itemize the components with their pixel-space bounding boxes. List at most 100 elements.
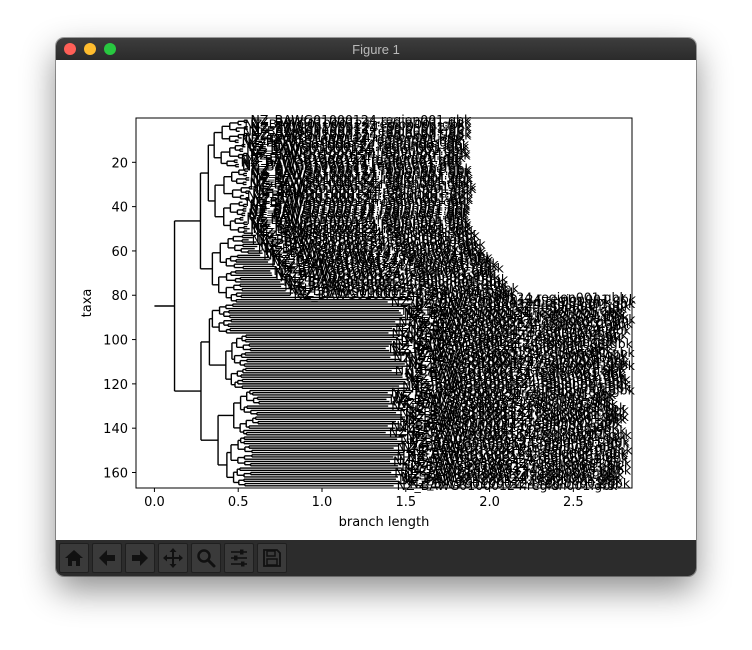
sliders-icon (231, 549, 247, 567)
leaf-label: NZ_BAWG01000124.region001.gbk (391, 294, 612, 309)
home-button[interactable] (59, 543, 89, 573)
move-icon (163, 548, 183, 568)
leaf-label: NZ_BAWG01000124.region001.gbk (406, 411, 627, 426)
arrow-right-icon (132, 550, 148, 566)
leaf-label: NZ_BAWG01000124.region001.gbk (250, 174, 471, 189)
tree-branches (154, 119, 413, 487)
leaf-label: NZ_BAWG01000124.region001.gbk (402, 473, 623, 488)
leaf-label: NZ_BAWG01000124.region001.gbk (409, 354, 630, 369)
configure-subplots-button[interactable] (224, 543, 254, 573)
leaf-label: NZ_BAWG01000124.region001.gbk (250, 165, 471, 180)
leaf-label: NZ_BAWG01000124.region001.gbk (287, 276, 508, 291)
leaf-label: NZ_BAWG01000124.region001.gbk (260, 239, 481, 254)
home-icon (65, 550, 83, 566)
leaf-label: NZ_BAWG01000124.region001.gbk (408, 318, 629, 333)
leaf-label: NZ_BAWG01000124.region001.gbk (251, 216, 472, 231)
leaf-label: NZ_BAWG01000124.region001.gbk (251, 126, 472, 141)
leaf-label: NZ_BAWG01000124.region001.gbk (414, 383, 635, 398)
leaf-label: NZ_BAWG01000124.region001.gbk (412, 336, 633, 351)
leaf-label: NZ_BAWG01000124.region001.gbk (405, 407, 626, 422)
leaf-label: NZ_BAWG01000124.region001.gbk (251, 163, 472, 178)
leaf-label: NZ_BAWG01000124.region001.gbk (250, 219, 471, 234)
leaf-label: NZ_BAWG01000124.region001.gbk (395, 320, 616, 335)
leaf-label: NZ_BAWG01000124.region001.gbk (407, 445, 628, 460)
leaf-label: NZ_BAWG01000124.region001.gbk (399, 414, 620, 429)
leaf-label: NZ_BAWG01000124.region001.gbk (414, 358, 635, 373)
close-window-button[interactable] (64, 43, 76, 55)
leaf-label: NZ_BAWG01000124.region001.gbk (411, 456, 632, 471)
leaf-label: NZ_BAWG01000124.region001.gbk (415, 292, 636, 307)
leaf-label: NZ_BAWG01000124.region001.gbk (404, 305, 625, 320)
y-tick-label: 100 (103, 334, 128, 349)
leaf-label: NZ_BAWG01000124.region001.gbk (273, 252, 494, 267)
leaf-label: NZ_BAWG01000124.region001.gbk (392, 343, 613, 358)
leaf-label: NZ_BAWG01000124.region001.gbk (241, 152, 462, 167)
leaf-label: NZ_BAWG01000124.region001.gbk (250, 196, 471, 211)
forward-button[interactable] (125, 543, 155, 573)
leaf-label: NZ_BAWG01000124.region001.gbk (259, 234, 480, 249)
y-axis-label: taxa (80, 289, 95, 318)
leaf-label: NZ_BAWG01000124.region001.gbk (407, 347, 628, 362)
y-tick-label: 80 (111, 289, 128, 304)
leaf-label: NZ_BAWG01000124.region001.gbk (283, 274, 504, 289)
leaf-label: NZ_BAWG01000124.region001.gbk (246, 212, 467, 227)
x-tick-label: 2.0 (479, 495, 500, 510)
leaf-label: NZ_BAWG01000124.region001.gbk (273, 263, 494, 278)
leaf-label: NZ_BAWG01000124.region001.gbk (408, 309, 629, 324)
leaf-label: NZ_BAWG01000124.region001.gbk (246, 210, 467, 225)
leaf-label: NZ_BAWG01000124.region001.gbk (275, 265, 496, 280)
leaf-label: NZ_BAWG01000124.region001.gbk (410, 298, 631, 313)
leaf-label: NZ_BAWG01000124.region001.gbk (414, 296, 635, 311)
save-button[interactable] (257, 543, 287, 573)
leaf-label: NZ_BAWG01000124.region001.gbk (242, 159, 463, 174)
leaf-label: NZ_BAWG01000124.region001.gbk (415, 312, 636, 327)
maximize-window-button[interactable] (104, 43, 116, 55)
leaf-label: NZ_BAWG01000124.region001.gbk (283, 261, 504, 276)
leaf-label: NZ_BAWG01000124.region001.gbk (391, 385, 612, 400)
window-title: Figure 1 (352, 42, 400, 57)
tree-chart: NZ_BAWG01000124.region001.gbkNZ_BAWG0100… (80, 112, 637, 530)
y-tick-label: 40 (111, 201, 128, 216)
leaf-label: NZ_BAWG01000124.region001.gbk (250, 112, 471, 127)
leaf-label: NZ_BAWG01000124.region001.gbk (244, 117, 465, 132)
pan-button[interactable] (158, 543, 188, 573)
leaf-label: NZ_BAWG01000124.region001.gbk (250, 145, 471, 160)
leaf-label: NZ_BAWG01000124.region001.gbk (404, 460, 625, 475)
leaf-label: NZ_BAWG01000124.region001.gbk (289, 283, 510, 298)
search-icon (197, 549, 216, 568)
leaf-label: NZ_BAWG01000124.region001.gbk (410, 462, 631, 477)
leaf-label: NZ_BAWG01000124.region001.gbk (250, 199, 471, 214)
leaf-label: NZ_BAWG01000124.region001.gbk (249, 201, 470, 216)
title-bar: Figure 1 (56, 38, 696, 61)
leaf-label: NZ_BAWG01000124.region001.gbk (265, 243, 486, 258)
x-axis-label: branch length (339, 515, 430, 530)
leaf-label: NZ_BAWG01000124.region001.gbk (389, 391, 610, 406)
back-button[interactable] (92, 543, 122, 573)
leaf-label: NZ_BAWG01000124.region001.gbk (250, 214, 471, 229)
leaf-label: NZ_BAWG01000124.region001.gbk (397, 478, 618, 493)
leaf-label: NZ_BAWG01000124.region001.gbk (252, 190, 473, 205)
leaf-label: NZ_BAWG01000124.region001.gbk (397, 396, 618, 411)
leaf-label: NZ_BAWG01000124.region001.gbk (256, 225, 477, 240)
leaf-label: NZ_BAWG01000124.region001.gbk (296, 285, 517, 300)
leaf-label: NZ_BAWG01000124.region001.gbk (401, 458, 622, 473)
y-tick-label: 140 (103, 422, 128, 437)
leaf-label: NZ_BAWG01000124.region001.gbk (404, 467, 625, 482)
x-tick-label: 0.5 (228, 495, 249, 510)
leaf-label: NZ_BAWG01000124.region001.gbk (252, 192, 473, 207)
leaf-label: NZ_BAWG01000124.region001.gbk (256, 181, 477, 196)
zoom-button[interactable] (191, 543, 221, 573)
leaf-label: NZ_BAWG01000124.region001.gbk (266, 245, 487, 260)
arrow-left-icon (99, 550, 115, 566)
leaf-label: NZ_BAWG01000124.region001.gbk (250, 223, 471, 238)
minimize-window-button[interactable] (84, 43, 96, 55)
leaf-label: NZ_BAWG01000124.region001.gbk (398, 314, 619, 329)
leaf-label: NZ_BAWG01000124.region001.gbk (259, 227, 480, 242)
leaf-label: NZ_BAWG01000124.region001.gbk (394, 464, 615, 479)
y-tick-label: 60 (111, 245, 128, 260)
leaf-label: NZ_BAWG01000124.region001.gbk (256, 230, 477, 245)
leaf-label: NZ_BAWG01000124.region001.gbk (402, 303, 623, 318)
leaf-label: NZ_BAWG01000124.region001.gbk (407, 447, 628, 462)
leaf-label: NZ_BAWG01000124.region001.gbk (246, 194, 467, 209)
leaf-label: NZ_BAWG01000124.region001.gbk (408, 451, 629, 466)
